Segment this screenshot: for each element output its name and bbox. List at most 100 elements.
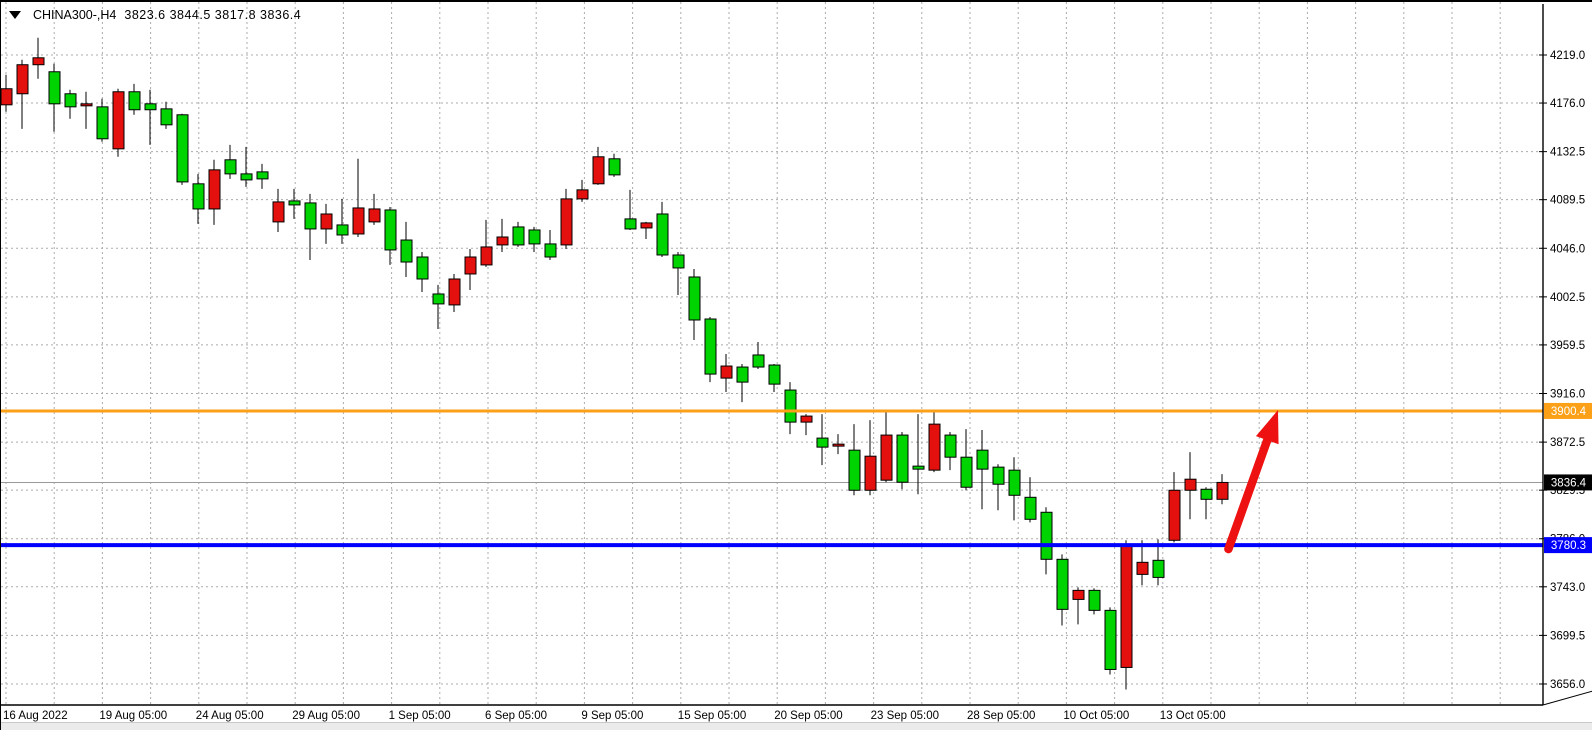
time-axis-label: 29 Aug 05:00 [292, 710, 360, 722]
candle-body [32, 57, 45, 66]
resistance-price-badge-bg [1544, 402, 1592, 419]
candle-body [1088, 589, 1101, 611]
candle-body [704, 318, 717, 375]
candle-body [944, 434, 957, 458]
price-axis-label: 3916.0 [1550, 389, 1585, 401]
ohlc-quote: 3823.6 3844.5 3817.8 3836.4 [124, 8, 302, 22]
candle-body [912, 465, 925, 470]
candle-body [864, 455, 877, 491]
candle-body [480, 246, 493, 266]
candle-body [352, 207, 365, 235]
candle-body [720, 365, 733, 379]
candle-body [208, 169, 221, 210]
support-price-badge-bg [1544, 537, 1592, 554]
candle-body [464, 256, 477, 275]
candle-body [560, 198, 573, 246]
candle-body [272, 201, 285, 223]
candle-body [1056, 558, 1069, 610]
time-axis-label: 6 Sep 05:00 [485, 710, 547, 722]
candle-body [992, 466, 1005, 485]
time-axis-label: 9 Sep 05:00 [581, 710, 643, 722]
time-axis-label: 15 Sep 05:00 [678, 710, 746, 722]
candle-body [640, 222, 653, 229]
candle-body [288, 200, 301, 206]
support-price-badge: 3780.3 [1544, 537, 1592, 554]
candle-body [416, 256, 429, 280]
candle-body [624, 218, 637, 230]
candle-body [400, 239, 413, 263]
support-price-badge-text: 3780.3 [1551, 540, 1586, 552]
candle-body [752, 354, 765, 368]
price-axis-label: 4219.0 [1550, 50, 1585, 62]
candle-body [784, 389, 797, 423]
candle-body [448, 278, 461, 306]
candles [1, 37, 1229, 690]
price-axis-label: 4002.5 [1550, 292, 1585, 304]
candle-body [384, 209, 397, 251]
price-axis-label: 3872.5 [1550, 437, 1585, 449]
price-axis-label: 3743.0 [1550, 582, 1585, 594]
candle-body [96, 106, 109, 140]
candle-body [48, 71, 61, 105]
candle-body [528, 229, 541, 245]
time-axis-label: 16 Aug 2022 [3, 710, 68, 722]
candle-body [1216, 481, 1229, 500]
candle-body [736, 366, 749, 383]
resistance-price-badge: 3900.4 [1544, 402, 1592, 419]
candle-body [1168, 489, 1181, 541]
candle-body [1120, 543, 1133, 668]
candle-body [960, 456, 973, 488]
price-axis-label: 4089.5 [1550, 195, 1585, 207]
candle-body [768, 364, 781, 385]
trend-arrow-shaft [1224, 430, 1274, 554]
candle-body [816, 437, 829, 448]
symbol-dropdown-icon[interactable] [9, 11, 21, 19]
candle-body [336, 224, 349, 236]
candle-body [432, 293, 445, 305]
window-bottom-strip [1, 722, 1592, 730]
grid [1, 2, 1543, 705]
time-axis-label: 19 Aug 05:00 [99, 710, 167, 722]
time-axis-label: 1 Sep 05:00 [389, 710, 451, 722]
time-axis-label: 10 Oct 05:00 [1063, 710, 1129, 722]
candle-body [1136, 561, 1149, 575]
trend-arrow[interactable] [1224, 410, 1279, 554]
candle-body [896, 434, 909, 483]
candle-body [176, 114, 189, 183]
price-axis-label: 3959.5 [1550, 340, 1585, 352]
axis-corner-separator [1542, 690, 1592, 706]
candle-body [368, 208, 381, 223]
trend-arrow-head [1255, 410, 1279, 445]
candle-body [1, 88, 13, 106]
candle-body [192, 183, 205, 210]
candle-body [1040, 511, 1053, 560]
candle-body [928, 423, 941, 471]
candle-body [592, 156, 605, 185]
bid-price-badge: 3836.4 [1544, 474, 1592, 491]
time-axis-label: 28 Sep 05:00 [967, 710, 1035, 722]
candle-body [1184, 478, 1197, 491]
time-axis[interactable]: 16 Aug 2022 19 Aug 05:00 24 Aug 05:00 29 Au… [3, 710, 1226, 722]
price-axis-label: 4132.5 [1550, 147, 1585, 159]
candle-body [880, 434, 893, 481]
time-axis-label: 24 Aug 05:00 [196, 710, 264, 722]
price-axis[interactable]: 4219.0 4176.0 4132.5 4089.5 4046.0 4002.5 3959… [1539, 50, 1585, 691]
candle-body [240, 173, 253, 181]
symbol-name: CHINA300-,H4 [33, 8, 117, 22]
candle-body [1152, 559, 1165, 578]
price-axis-label: 4046.0 [1550, 243, 1585, 255]
candle-body [608, 158, 621, 176]
candle-body [656, 213, 669, 256]
candle-body [1024, 496, 1037, 520]
price-axis-label: 4176.0 [1550, 98, 1585, 110]
candle-body [976, 449, 989, 470]
candle-body [1008, 469, 1021, 496]
candle-body [1104, 609, 1117, 670]
candle-body [304, 202, 317, 230]
candle-body [128, 91, 141, 111]
price-axis-label: 3699.5 [1550, 630, 1585, 642]
time-axis-label: 20 Sep 05:00 [774, 710, 842, 722]
candle-body [112, 91, 125, 150]
